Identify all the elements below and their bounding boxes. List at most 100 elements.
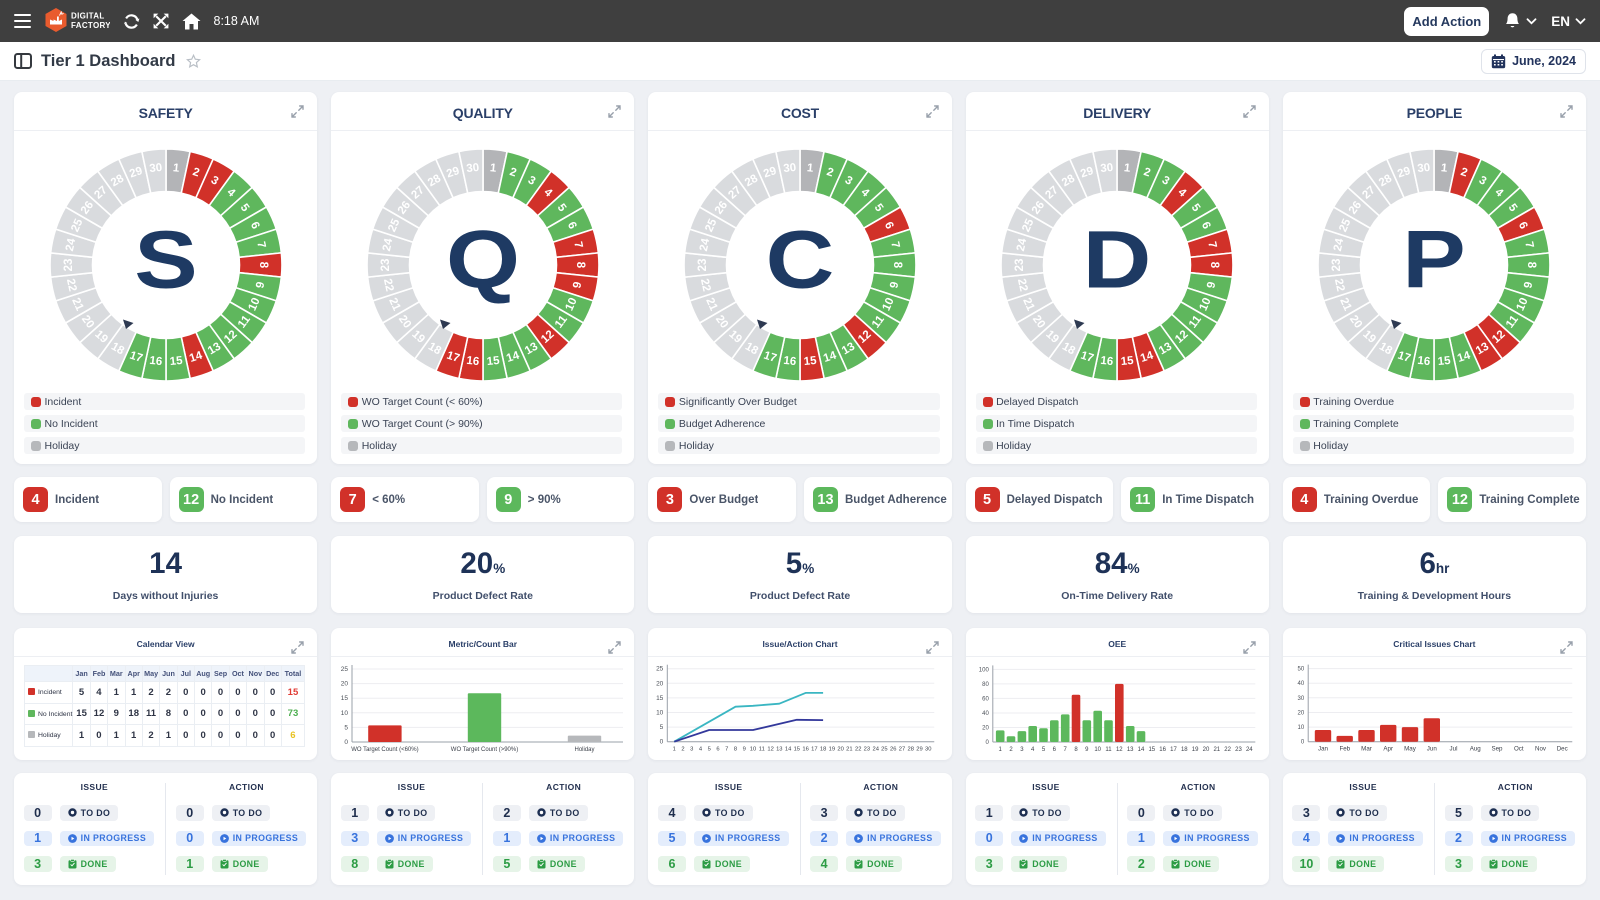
svg-text:9: 9 xyxy=(743,747,746,753)
svg-text:7: 7 xyxy=(571,240,584,249)
svg-text:15: 15 xyxy=(341,695,349,702)
svg-text:0: 0 xyxy=(985,740,989,746)
svg-text:23: 23 xyxy=(1331,258,1343,271)
svg-text:6: 6 xyxy=(565,220,579,231)
svg-text:2: 2 xyxy=(825,166,835,179)
svg-text:24: 24 xyxy=(873,747,880,753)
svg-text:Holiday: Holiday xyxy=(575,747,595,753)
svg-text:17: 17 xyxy=(1396,349,1412,364)
svg-text:8: 8 xyxy=(734,747,737,753)
svg-text:Apr: Apr xyxy=(1383,746,1393,753)
svg-text:13: 13 xyxy=(1157,340,1174,357)
svg-text:Q: Q xyxy=(446,213,520,304)
svg-text:3: 3 xyxy=(690,747,693,753)
svg-text:29: 29 xyxy=(762,165,778,180)
svg-text:18: 18 xyxy=(109,340,127,357)
svg-text:18: 18 xyxy=(743,340,761,357)
svg-text:Nov: Nov xyxy=(1535,746,1547,753)
svg-text:21: 21 xyxy=(69,296,85,313)
svg-text:Sep: Sep xyxy=(1491,746,1503,753)
svg-text:19: 19 xyxy=(829,747,835,753)
svg-text:29: 29 xyxy=(445,165,461,180)
svg-text:9: 9 xyxy=(1523,280,1536,289)
svg-text:28: 28 xyxy=(1377,172,1395,189)
svg-text:25: 25 xyxy=(703,216,719,233)
svg-text:3: 3 xyxy=(1477,174,1489,188)
svg-text:29: 29 xyxy=(1079,165,1095,180)
svg-text:14: 14 xyxy=(505,349,521,365)
svg-text:3: 3 xyxy=(1160,174,1172,188)
svg-text:WO Target Count (<60%): WO Target Count (<60%) xyxy=(351,747,418,753)
svg-text:29: 29 xyxy=(128,165,144,180)
svg-text:28: 28 xyxy=(426,172,444,189)
svg-text:WO Target Count (>90%): WO Target Count (>90%) xyxy=(451,747,518,753)
svg-text:22: 22 xyxy=(698,277,712,292)
svg-text:18: 18 xyxy=(1060,340,1078,357)
svg-text:23: 23 xyxy=(63,258,75,271)
svg-text:22: 22 xyxy=(64,277,78,292)
svg-text:1: 1 xyxy=(489,162,497,175)
svg-text:15: 15 xyxy=(486,354,501,367)
svg-text:14: 14 xyxy=(188,349,204,365)
svg-text:22: 22 xyxy=(1224,747,1231,753)
svg-text:9: 9 xyxy=(1206,280,1219,289)
svg-text:2: 2 xyxy=(682,747,685,753)
svg-text:14: 14 xyxy=(785,747,792,753)
svg-text:8: 8 xyxy=(257,261,269,268)
svg-text:12: 12 xyxy=(1116,747,1123,753)
svg-text:17: 17 xyxy=(445,349,461,364)
svg-text:15: 15 xyxy=(656,695,664,702)
svg-text:2: 2 xyxy=(508,166,518,179)
svg-text:10: 10 xyxy=(656,710,664,717)
svg-text:80: 80 xyxy=(982,682,989,688)
svg-text:5: 5 xyxy=(660,724,664,731)
svg-text:23: 23 xyxy=(1014,258,1026,271)
svg-text:2: 2 xyxy=(191,166,201,179)
svg-text:6: 6 xyxy=(717,747,720,753)
svg-text:27: 27 xyxy=(899,747,905,753)
svg-text:18: 18 xyxy=(1377,340,1395,357)
svg-text:24: 24 xyxy=(1332,236,1347,252)
svg-text:18: 18 xyxy=(820,747,826,753)
svg-text:25: 25 xyxy=(882,747,888,753)
svg-text:30: 30 xyxy=(925,747,931,753)
svg-text:S: S xyxy=(134,213,197,304)
svg-text:30: 30 xyxy=(783,161,797,174)
svg-text:17: 17 xyxy=(1079,349,1095,364)
svg-text:D: D xyxy=(1083,213,1152,304)
svg-text:5: 5 xyxy=(1041,747,1045,753)
svg-text:7: 7 xyxy=(1063,747,1067,753)
svg-text:18: 18 xyxy=(1181,747,1188,753)
svg-text:13: 13 xyxy=(206,340,223,357)
svg-text:25: 25 xyxy=(341,666,349,673)
svg-text:7: 7 xyxy=(888,240,901,249)
svg-text:1: 1 xyxy=(998,747,1002,753)
svg-text:0: 0 xyxy=(1301,740,1305,746)
svg-text:Dec: Dec xyxy=(1556,746,1567,753)
svg-text:14: 14 xyxy=(1137,747,1144,753)
svg-text:Jun: Jun xyxy=(1427,746,1438,753)
svg-text:13: 13 xyxy=(840,340,857,357)
svg-text:16: 16 xyxy=(1159,747,1166,753)
svg-text:8: 8 xyxy=(574,261,586,268)
svg-text:5: 5 xyxy=(708,747,711,753)
svg-text:21: 21 xyxy=(386,296,402,313)
svg-text:15: 15 xyxy=(1148,747,1155,753)
svg-text:22: 22 xyxy=(855,747,861,753)
svg-text:17: 17 xyxy=(762,349,778,364)
svg-text:DIGITAL: DIGITAL xyxy=(71,12,105,21)
svg-text:20: 20 xyxy=(838,747,844,753)
svg-text:24: 24 xyxy=(64,236,79,252)
svg-text:14: 14 xyxy=(822,349,838,365)
svg-text:10: 10 xyxy=(881,296,897,313)
svg-text:Oct: Oct xyxy=(1514,746,1524,753)
svg-text:21: 21 xyxy=(1213,747,1220,753)
svg-text:30: 30 xyxy=(1297,696,1304,702)
svg-text:60: 60 xyxy=(982,696,989,702)
svg-text:25: 25 xyxy=(69,216,85,233)
svg-text:3: 3 xyxy=(1020,747,1024,753)
svg-text:8: 8 xyxy=(891,261,903,268)
svg-text:10: 10 xyxy=(1094,747,1101,753)
svg-text:6: 6 xyxy=(1052,747,1056,753)
svg-text:8: 8 xyxy=(1525,261,1537,268)
